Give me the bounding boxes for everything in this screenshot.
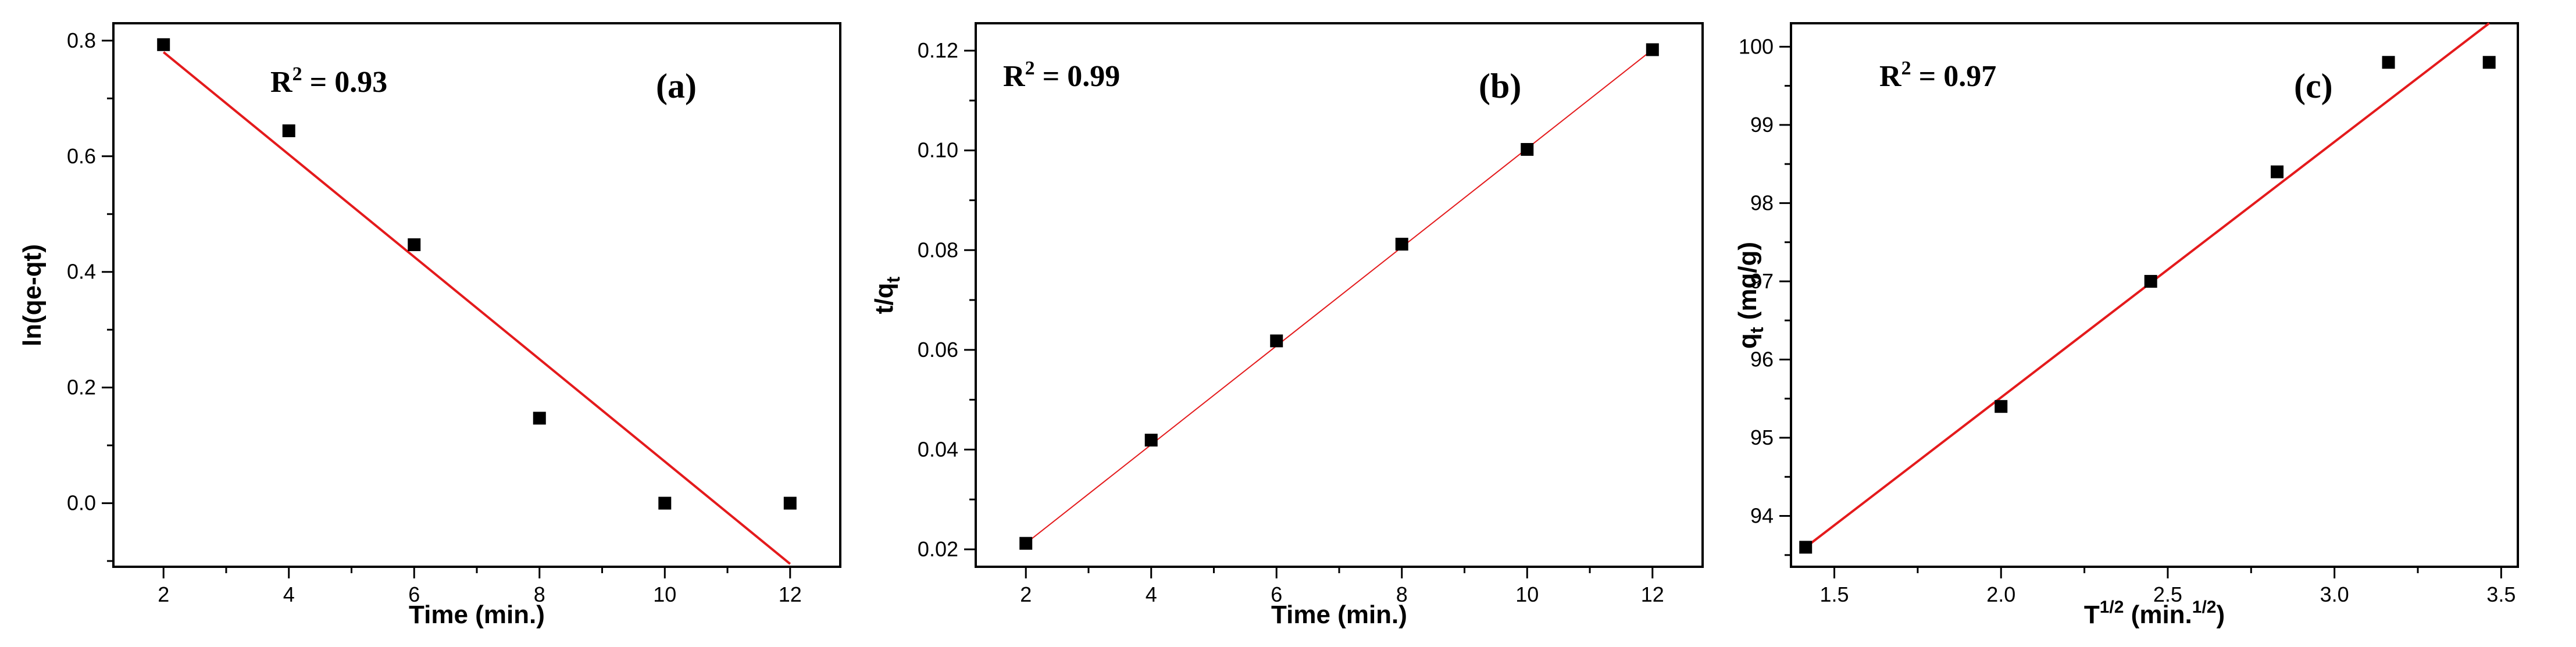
points-b [1019,43,1659,550]
y-tick-label: 95 [1750,426,1774,449]
y-tick-label: 0.2 [67,376,96,399]
plot-frame-c [1790,22,2519,568]
ticks-a: 2 4 6 8 10 12 0.0 0.2 0.4 0.6 0.8 [67,28,802,606]
x-tick-label: 6 [1271,582,1282,606]
plot-frame-b [975,22,1704,568]
x-axis-title-a: Time (min.) [409,600,545,629]
r2-annotation-b: R2 = 0.99 [1003,58,1120,93]
panel-label-c: (c) [2294,67,2333,105]
y-tick-label: 0.08 [918,238,958,262]
y-tick-label: 96 [1750,347,1774,371]
y-tick-label: 99 [1750,113,1774,137]
x-tick-label: 10 [1515,582,1539,606]
data-point [1395,238,1408,251]
data-point [1521,143,1534,156]
x-axis-title-c: T1/2 (min.1/2) [2084,598,2225,629]
x-tick-label: 10 [653,582,676,606]
data-point [1646,43,1659,56]
x-tick-label: 12 [1641,582,1664,606]
data-point [157,38,170,51]
y-axis-title-a: ln(qe-qt) [18,244,47,346]
y-tick-label: 97 [1750,269,1774,293]
data-point [533,412,546,425]
x-tick-label: 2 [1020,582,1032,606]
data-point [2144,274,2157,288]
y-tick-label: 98 [1750,191,1774,215]
data-point [2382,56,2395,69]
points-a [157,38,797,510]
fit-line-b [1025,49,1653,544]
r2-annotation-c: R2 = 0.97 [1879,58,1996,93]
data-point [282,124,295,138]
x-tick-label: 1.5 [1820,582,1849,606]
y-tick-label: 94 [1750,504,1774,528]
panel-label-b: (b) [1479,67,1521,105]
ticks-c: 1.5 2.0 2.5 3.0 3.5 94 95 96 97 98 99 100 [1739,34,2516,606]
y-tick-label: 100 [1739,34,1774,58]
x-tick-label: 12 [779,582,802,606]
y-tick-label: 0.0 [67,491,96,515]
points-c [1799,56,2496,554]
fit-line-a [162,51,791,565]
x-tick-label: 2 [158,582,169,606]
chart-panel-c: 1.5 2.0 2.5 3.0 3.5 94 95 96 97 98 99 100 R2 = 0.97… [1733,22,2519,629]
data-point [783,496,797,510]
x-tick-label: 3.0 [2320,582,2349,606]
y-axis-title-c: qt (mg/g) [1733,242,1767,349]
data-point [2271,165,2284,178]
x-tick-label: 6 [408,582,420,606]
data-point [1144,434,1158,447]
y-tick-label: 0.04 [918,437,958,461]
x-tick-label: 8 [534,582,545,606]
plot-frame-a [112,22,841,568]
x-tick-label: 4 [283,582,295,606]
y-tick-label: 0.4 [67,260,96,284]
y-tick-label: 0.6 [67,144,96,168]
x-axis-title-b: Time (min.) [1271,600,1407,629]
y-axis-title-b: t/qt [870,276,904,314]
y-tick-label: 0.12 [918,38,958,62]
y-tick-label: 0.02 [918,537,958,561]
data-point [2482,56,2496,69]
chart-panel-a: 2 4 6 8 10 12 0.0 0.2 0.4 0.6 0.8 R2 = 0.93 (a) Ti… [18,22,841,629]
data-point [1995,400,2008,413]
y-tick-label: 0.8 [67,28,96,52]
data-point [1019,537,1033,550]
x-tick-label: 3.5 [2486,582,2516,606]
ticks-b: 2 4 6 8 10 12 0.02 0.04 0.06 0.08 0.10 0.12 [918,38,1664,606]
data-point [408,238,421,251]
r2-annotation-a: R2 = 0.93 [270,63,387,99]
y-tick-label: 0.06 [918,338,958,362]
fit-line [1025,49,1653,544]
x-tick-label: 8 [1396,582,1408,606]
data-point [1799,541,1813,554]
chart-panel-b: 2 4 6 8 10 12 0.02 0.04 0.06 0.08 0.10 0.12 R2 = 0.… [870,22,1704,629]
x-tick-label: 4 [1146,582,1157,606]
y-tick-label: 0.10 [918,138,958,162]
data-point [658,496,672,510]
panel-label-a: (a) [656,67,697,105]
x-tick-label: 2.0 [1986,582,2015,606]
x-tick-label: 2.5 [2153,582,2182,606]
fit-line [162,51,791,565]
data-point [1270,334,1283,348]
